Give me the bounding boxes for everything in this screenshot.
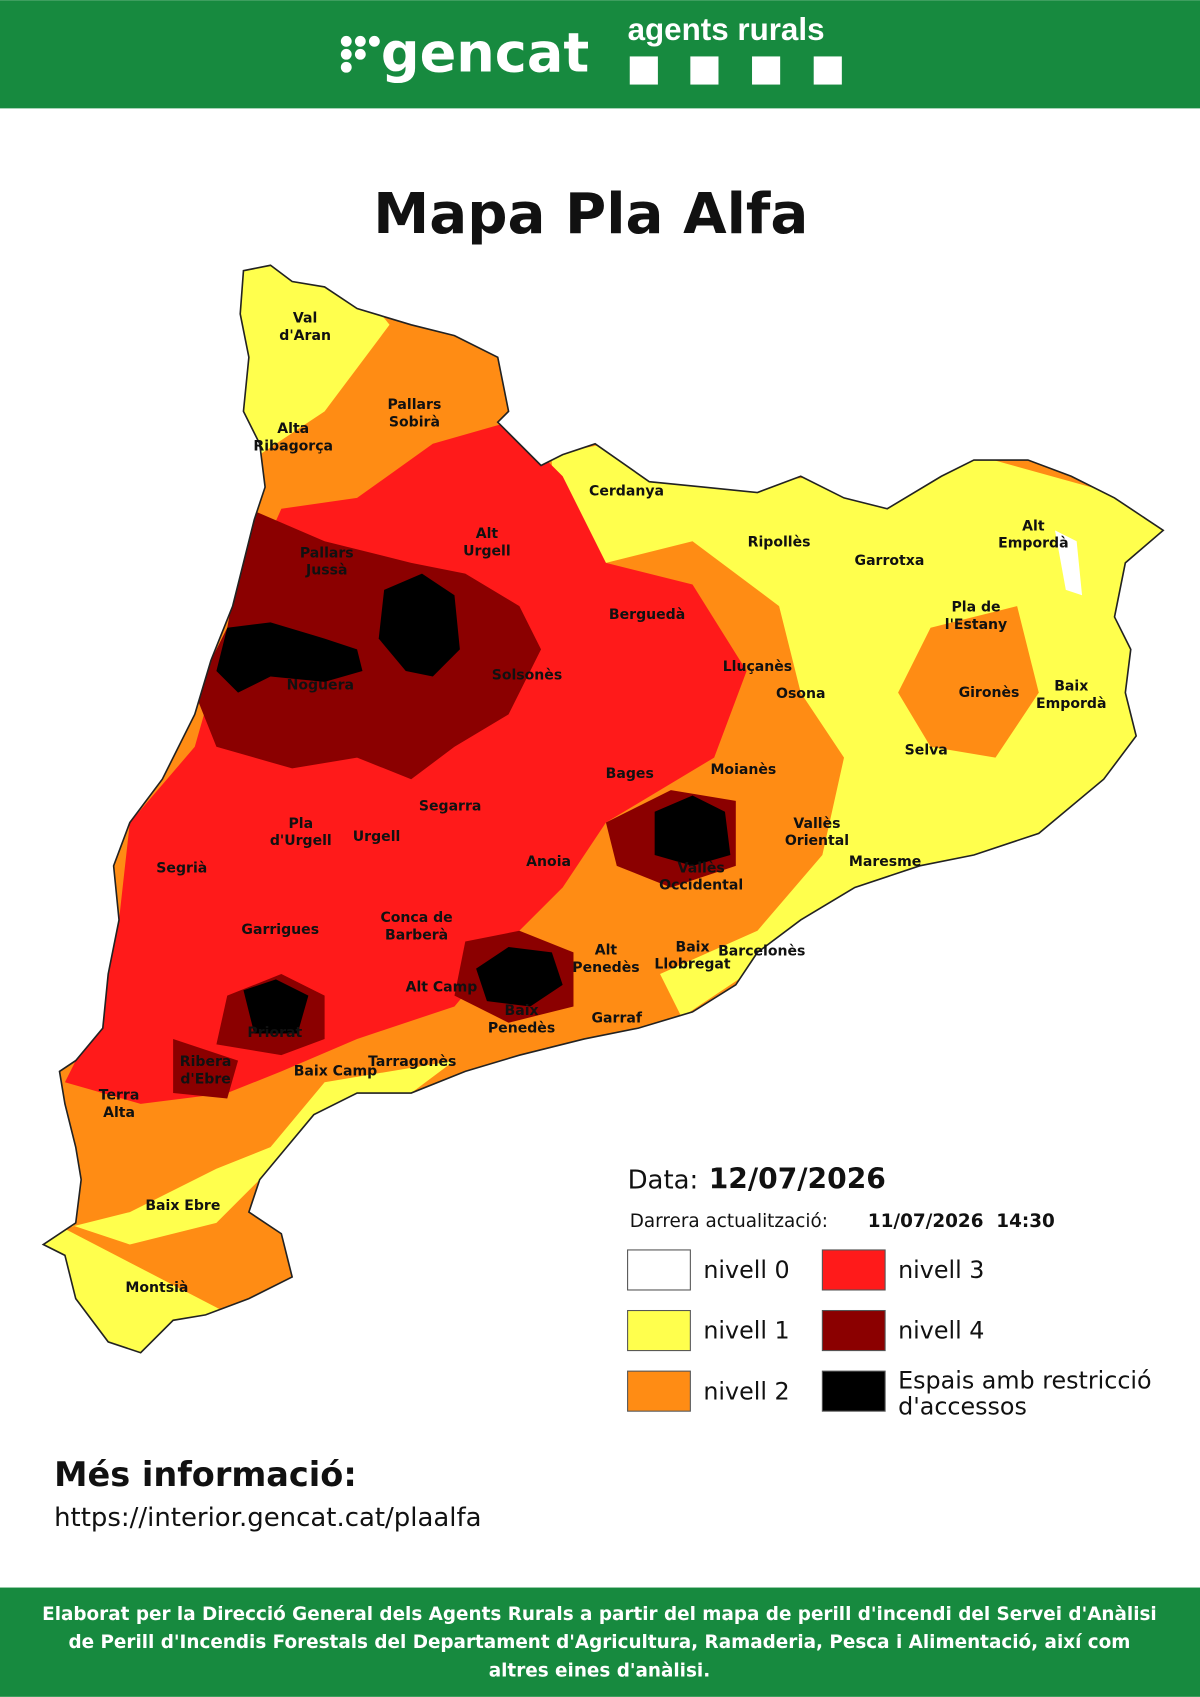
legend-swatch: [821, 1370, 886, 1412]
region-label: Alt: [595, 943, 618, 959]
region-label: Sobirà: [389, 414, 440, 430]
region-label: d'Urgell: [270, 833, 332, 849]
region-label: Gironès: [959, 685, 1020, 701]
region-label: Conca de: [380, 910, 452, 926]
region-label: Llobregat: [654, 957, 730, 973]
title: Mapa Pla Alfa: [373, 182, 808, 247]
region-label: Pla: [289, 816, 314, 832]
region-label: Baix: [675, 939, 709, 955]
region-label: Penedès: [572, 960, 639, 976]
region-label: Empordà: [1036, 696, 1106, 712]
region-label: Garraf: [592, 1011, 643, 1027]
region-label: Tarragonès: [368, 1054, 456, 1070]
region-label: Cerdanya: [589, 484, 664, 500]
region-label: Alt: [1022, 518, 1045, 534]
region-label: Segarra: [419, 799, 482, 815]
date-value: 12/07/2026: [709, 1162, 886, 1195]
legend-label: Espais amb restricció d'accessos: [898, 1366, 1152, 1420]
legend-label: nivell 0: [703, 1256, 789, 1284]
legend-label-line: Espais amb restricció: [898, 1366, 1152, 1394]
legend-label: nivell 4: [898, 1317, 984, 1345]
legend-swatch: [821, 1309, 886, 1352]
update-label: Darrera actualització:: [630, 1211, 828, 1232]
region-label: d'Aran: [279, 328, 331, 344]
region-label: d'Ebre: [180, 1071, 230, 1087]
legend-label-line: d'accessos: [898, 1392, 1027, 1420]
region-label: Moianès: [710, 762, 776, 778]
header-bar: [0, 0, 1200, 109]
region-labels: Vald'AranPallarsSobiràAltaRibagorçaCerda…: [99, 311, 1107, 1297]
legend-swatch: [627, 1370, 691, 1412]
region-label: Pallars: [388, 397, 442, 413]
region-label: Alt Camp: [406, 979, 478, 995]
region-label: Vallès: [678, 860, 725, 876]
legend-label: nivell 2: [703, 1377, 789, 1405]
region-label: Baix Ebre: [145, 1198, 220, 1214]
footer-line: altres eines d'anàlisi.: [489, 1660, 710, 1681]
region-label: Segrià: [156, 860, 207, 876]
unit-squares: [629, 56, 842, 85]
region-label: Maresme: [849, 854, 921, 870]
legend-label: nivell 3: [898, 1256, 984, 1284]
date-label: Data:: [628, 1165, 699, 1195]
legend: nivell 0 nivell 1 nivell 2 nivell 3 nivell 4…: [627, 1249, 1152, 1420]
region-label: Jussà: [305, 563, 347, 579]
footer-line: Elaborat per la Direcció General dels Ag…: [42, 1604, 1157, 1625]
footer-bar: [0, 1587, 1200, 1697]
update-value: 11/07/2026 14:30: [868, 1211, 1055, 1232]
more-info-heading: Més informació:: [54, 1455, 357, 1494]
region-label: Pla de: [951, 600, 1000, 616]
region-label: Anoia: [526, 854, 571, 870]
region-label: Garrigues: [241, 922, 319, 938]
region-label: Baix: [505, 1003, 539, 1019]
footer-line: de Perill d'Incendis Forestals del Depar…: [68, 1632, 1130, 1653]
legend-swatch: [627, 1249, 691, 1291]
region-label: Lluçanès: [723, 659, 792, 675]
region-label: Empordà: [998, 536, 1068, 552]
region-label: Barcelonès: [718, 944, 805, 960]
region-label: Noguera: [287, 677, 354, 693]
logo: gencat: [381, 22, 589, 85]
footer-text: Elaborat per la Direcció General dels Ag…: [42, 1604, 1157, 1681]
legend-label: nivell 1: [703, 1317, 789, 1345]
region-label: Baix: [1054, 679, 1088, 695]
region-label: Vallès: [793, 816, 840, 832]
region-label: Ribagorça: [253, 438, 333, 454]
region-label: Pallars: [300, 545, 354, 561]
region-label: Penedès: [488, 1020, 555, 1036]
region-label: Garrotxa: [855, 553, 925, 569]
region-label: Ripollès: [748, 535, 811, 551]
region-label: Oriental: [785, 833, 849, 849]
region-label: Barberà: [385, 927, 448, 943]
region-label: l'Estany: [945, 617, 1007, 633]
unit-name: agents rurals: [628, 12, 825, 47]
region-label: Alta: [277, 421, 309, 437]
region-label: Selva: [905, 742, 948, 758]
region-label: Alta: [103, 1105, 135, 1121]
region-label: Terra: [99, 1088, 140, 1104]
region-label: Osona: [776, 686, 825, 702]
region-label: Montsià: [125, 1280, 188, 1296]
region-label: Baix Camp: [294, 1064, 377, 1080]
region-label: Alt: [476, 526, 499, 542]
region-label: Urgell: [463, 543, 511, 559]
region-label: Occidental: [659, 878, 743, 894]
region-label: Bages: [606, 766, 654, 782]
legend-swatch: [821, 1249, 886, 1291]
logo-dots: [340, 35, 380, 73]
region-label: Solsonès: [492, 668, 562, 684]
region-label: Val: [293, 311, 317, 327]
legend-swatch: [627, 1309, 691, 1352]
more-info-url[interactable]: https://interior.gencat.cat/plaalfa: [54, 1503, 481, 1533]
region-label: Berguedà: [609, 607, 685, 623]
region-label: Priorat: [247, 1025, 302, 1041]
region-label: Urgell: [353, 829, 401, 845]
footer-text: Elaborat per la Direcció General dels Ag…: [42, 1604, 1157, 1681]
region-label: Ribera: [180, 1054, 232, 1070]
